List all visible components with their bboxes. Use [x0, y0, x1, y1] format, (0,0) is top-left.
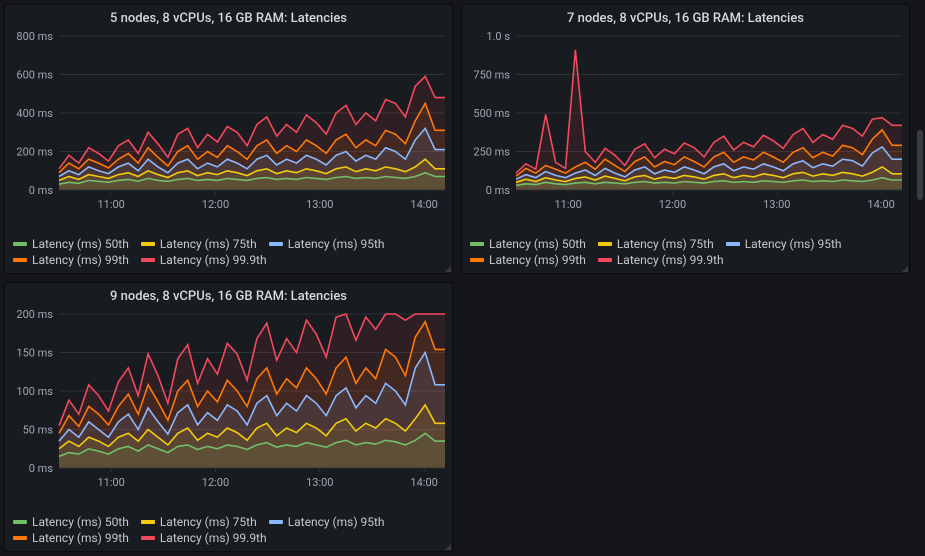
legend-swatch — [13, 242, 27, 246]
legend-swatch — [470, 242, 484, 246]
legend-label: Latency (ms) 95th — [288, 515, 385, 529]
legend-label: Latency (ms) 99th — [32, 531, 129, 545]
legend-label: Latency (ms) 50th — [32, 237, 129, 251]
x-tick-label: 14:00 — [410, 476, 437, 489]
y-tick-label: 0 ms — [29, 184, 54, 197]
panel-9nodes: 9 nodes, 8 vCPUs, 16 GB RAM: Latencies0 … — [4, 282, 453, 552]
legend-item-p50[interactable]: Latency (ms) 50th — [470, 237, 586, 251]
y-tick-label: 600 ms — [16, 69, 53, 82]
legend-item-p999[interactable]: Latency (ms) 99.9th — [141, 253, 267, 267]
x-tick-label: 14:00 — [867, 198, 894, 211]
panel-title: 9 nodes, 8 vCPUs, 16 GB RAM: Latencies — [5, 283, 452, 308]
legend-label: Latency (ms) 99.9th — [160, 253, 267, 267]
legend-swatch — [726, 242, 740, 246]
panel-title: 7 nodes, 8 vCPUs, 16 GB RAM: Latencies — [462, 5, 909, 30]
legend-item-p50[interactable]: Latency (ms) 50th — [13, 515, 129, 529]
scrollbar-thumb[interactable] — [917, 130, 923, 200]
y-tick-label: 1.0 s — [486, 30, 510, 43]
resize-handle-icon[interactable] — [445, 266, 451, 272]
legend-swatch — [13, 536, 27, 540]
legend-swatch — [598, 258, 612, 262]
y-tick-label: 150 ms — [16, 347, 53, 360]
legend: Latency (ms) 50th Latency (ms) 75th Latenc… — [5, 511, 452, 551]
x-tick-label: 14:00 — [410, 198, 437, 211]
legend-swatch — [13, 258, 27, 262]
x-tick-label: 13:00 — [763, 198, 790, 211]
x-tick-label: 12:00 — [202, 198, 229, 211]
legend-label: Latency (ms) 75th — [160, 237, 257, 251]
legend-label: Latency (ms) 95th — [745, 237, 842, 251]
legend-item-p99[interactable]: Latency (ms) 99th — [470, 253, 586, 267]
y-tick-label: 0 ms — [486, 184, 511, 197]
legend-item-p95[interactable]: Latency (ms) 95th — [726, 237, 842, 251]
y-tick-label: 250 ms — [473, 146, 510, 159]
legend-swatch — [598, 242, 612, 246]
panel-7nodes: 7 nodes, 8 vCPUs, 16 GB RAM: Latencies0 … — [461, 4, 910, 274]
chart-plot[interactable]: 0 ms 50 ms 100 ms 150 ms 200 ms 11:00 12:00 13:… — [5, 308, 452, 511]
y-tick-label: 100 ms — [16, 385, 53, 398]
chart-plot[interactable]: 0 ms 250 ms 500 ms 750 ms 1.0 s 11:00 12:00 13:… — [462, 30, 909, 233]
legend-label: Latency (ms) 75th — [160, 515, 257, 529]
x-tick-label: 12:00 — [202, 476, 229, 489]
x-tick-label: 13:00 — [306, 476, 333, 489]
legend-label: Latency (ms) 50th — [32, 515, 129, 529]
legend-item-p95[interactable]: Latency (ms) 95th — [269, 515, 385, 529]
legend-label: Latency (ms) 99.9th — [160, 531, 267, 545]
y-tick-label: 500 ms — [473, 107, 510, 120]
legend-swatch — [141, 242, 155, 246]
legend-label: Latency (ms) 99th — [489, 253, 586, 267]
resize-handle-icon[interactable] — [902, 266, 908, 272]
legend-swatch — [141, 536, 155, 540]
legend-item-p99[interactable]: Latency (ms) 99th — [13, 531, 129, 545]
legend-label: Latency (ms) 95th — [288, 237, 385, 251]
y-tick-label: 800 ms — [16, 30, 53, 43]
legend-swatch — [141, 258, 155, 262]
y-tick-label: 750 ms — [473, 69, 510, 82]
legend-item-p50[interactable]: Latency (ms) 50th — [13, 237, 129, 251]
legend-swatch — [269, 520, 283, 524]
legend-swatch — [269, 242, 283, 246]
legend-item-p999[interactable]: Latency (ms) 99.9th — [141, 531, 267, 545]
legend-item-p95[interactable]: Latency (ms) 95th — [269, 237, 385, 251]
legend-item-p75[interactable]: Latency (ms) 75th — [141, 515, 257, 529]
x-tick-label: 11:00 — [97, 198, 124, 211]
legend-item-p99[interactable]: Latency (ms) 99th — [13, 253, 129, 267]
panel-5nodes: 5 nodes, 8 vCPUs, 16 GB RAM: Latencies0 … — [4, 4, 453, 274]
legend-item-p75[interactable]: Latency (ms) 75th — [141, 237, 257, 251]
legend-swatch — [13, 520, 27, 524]
resize-handle-icon[interactable] — [445, 544, 451, 550]
legend-label: Latency (ms) 50th — [489, 237, 586, 251]
y-tick-label: 400 ms — [16, 107, 53, 120]
panel-title: 5 nodes, 8 vCPUs, 16 GB RAM: Latencies — [5, 5, 452, 30]
legend-label: Latency (ms) 99.9th — [617, 253, 724, 267]
legend-item-p75[interactable]: Latency (ms) 75th — [598, 237, 714, 251]
x-tick-label: 11:00 — [554, 198, 581, 211]
legend: Latency (ms) 50th Latency (ms) 75th Latenc… — [462, 233, 909, 273]
legend-item-p999[interactable]: Latency (ms) 99.9th — [598, 253, 724, 267]
legend-swatch — [470, 258, 484, 262]
legend-label: Latency (ms) 75th — [617, 237, 714, 251]
y-tick-label: 200 ms — [16, 146, 53, 159]
legend-swatch — [141, 520, 155, 524]
y-tick-label: 200 ms — [16, 308, 53, 321]
x-tick-label: 13:00 — [306, 198, 333, 211]
x-tick-label: 11:00 — [97, 476, 124, 489]
legend: Latency (ms) 50th Latency (ms) 75th Latenc… — [5, 233, 452, 273]
y-tick-label: 0 ms — [29, 462, 54, 475]
x-tick-label: 12:00 — [659, 198, 686, 211]
legend-label: Latency (ms) 99th — [32, 253, 129, 267]
chart-plot[interactable]: 0 ms 200 ms 400 ms 600 ms 800 ms 11:00 12:00 13… — [5, 30, 452, 233]
y-tick-label: 50 ms — [23, 424, 54, 437]
